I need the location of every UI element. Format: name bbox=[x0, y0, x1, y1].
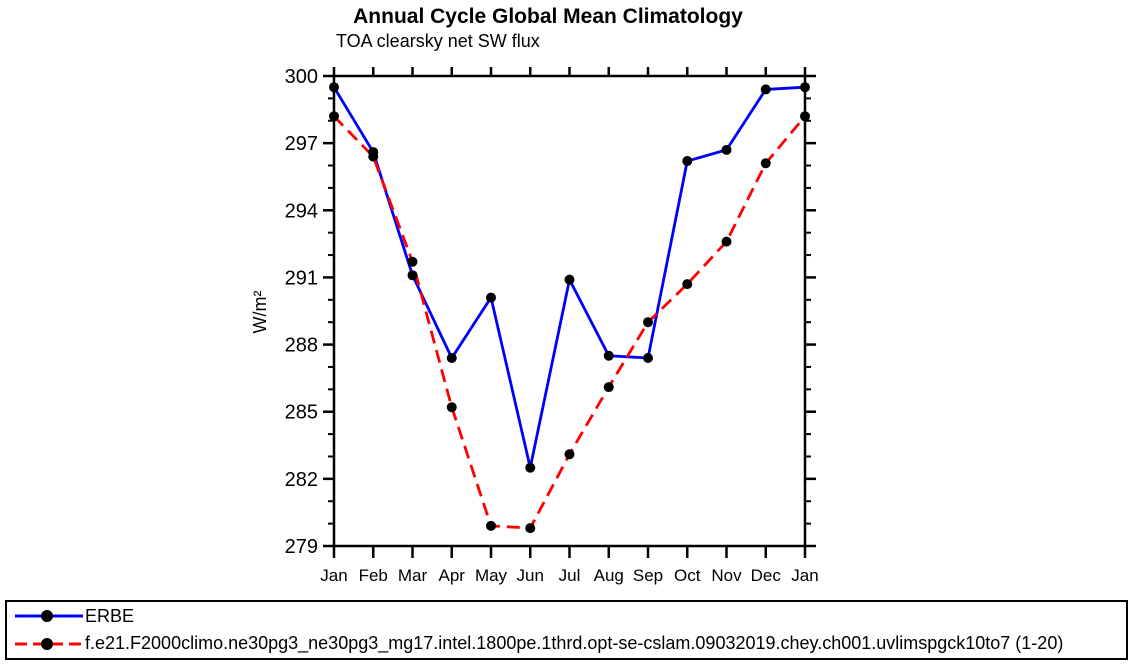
erbe-data-point bbox=[760, 84, 771, 95]
legend-label-erbe: ERBE bbox=[85, 605, 135, 626]
x-tick-label: Feb bbox=[359, 566, 388, 585]
model-data-point bbox=[643, 317, 653, 328]
y-tick-label: 297 bbox=[285, 133, 318, 155]
x-tick-label: Apr bbox=[439, 566, 466, 585]
y-tick-label: 285 bbox=[285, 402, 318, 424]
erbe-data-point bbox=[643, 353, 653, 363]
model-data-point bbox=[603, 382, 614, 393]
model-line bbox=[332, 115, 807, 530]
x-tick-label: Dec bbox=[751, 566, 782, 585]
y-tick-label: 291 bbox=[285, 267, 318, 289]
legend-entry-model: f.e21.F2000climo.ne30pg3_ne30pg3_mg17.in… bbox=[13, 631, 1126, 657]
legend-box: ERBE f.e21.F2000climo.ne30pg3_ne30pg3_mg… bbox=[5, 600, 1128, 660]
erbe-data-point bbox=[407, 270, 418, 281]
model-data-point bbox=[564, 449, 575, 460]
x-tick-label: Mar bbox=[398, 566, 428, 585]
y-tick-label: 300 bbox=[285, 66, 318, 88]
erbe-data-point bbox=[329, 82, 339, 93]
model-data-point bbox=[329, 111, 339, 122]
y-tick-label: 294 bbox=[285, 200, 318, 222]
model-data-point bbox=[486, 520, 496, 531]
erbe-data-point bbox=[800, 82, 810, 93]
x-tick-label: Jan bbox=[320, 566, 347, 585]
model-data-point bbox=[407, 256, 418, 267]
erbe-data-point bbox=[486, 292, 496, 303]
legend-entry-erbe: ERBE bbox=[13, 603, 1126, 629]
plot-frame bbox=[332, 74, 807, 548]
legend-sample-solid-line bbox=[15, 610, 83, 623]
erbe-data-point bbox=[446, 353, 457, 363]
x-tick-label: Jan bbox=[791, 566, 818, 585]
x-tick-label: Aug bbox=[594, 566, 624, 585]
legend-marker-model bbox=[41, 637, 53, 650]
x-tick-label: Jun bbox=[517, 566, 544, 585]
chart-subtitle: TOA clearsky net SW flux bbox=[336, 31, 540, 51]
x-tick-label: Sep bbox=[633, 566, 663, 585]
model-data-point bbox=[682, 279, 693, 290]
erbe-data-point bbox=[721, 144, 732, 155]
model-data-point bbox=[800, 111, 810, 122]
y-tick-label: 279 bbox=[285, 536, 318, 558]
y-tick-label: 288 bbox=[285, 335, 318, 357]
model-data-point bbox=[760, 158, 771, 169]
x-tick-label: May bbox=[475, 566, 508, 585]
x-tick-label: Jul bbox=[559, 566, 581, 585]
erbe-data-point bbox=[564, 274, 575, 285]
legend-marker-erbe bbox=[41, 610, 53, 623]
model-data-point bbox=[446, 402, 457, 413]
x-tick-label: Nov bbox=[711, 566, 742, 585]
erbe-data-point bbox=[525, 462, 536, 473]
erbe-data-point bbox=[682, 156, 693, 167]
model-data-point bbox=[525, 523, 536, 534]
legend-label-model: f.e21.F2000climo.ne30pg3_ne30pg3_mg17.in… bbox=[85, 633, 1064, 654]
chart-title: Annual Cycle Global Mean Climatology bbox=[353, 5, 743, 28]
y-tick-label: 282 bbox=[285, 469, 318, 491]
legend-sample-dashed-line bbox=[15, 637, 83, 650]
line-chart-plot-area: 279 282 285 288 291 294 297 300 Jan Feb Mar Apr May J… bbox=[285, 66, 819, 585]
model-data-point bbox=[721, 236, 732, 247]
model-data-point bbox=[368, 151, 379, 162]
x-tick-label: Oct bbox=[674, 566, 701, 585]
erbe-data-point bbox=[603, 350, 614, 361]
